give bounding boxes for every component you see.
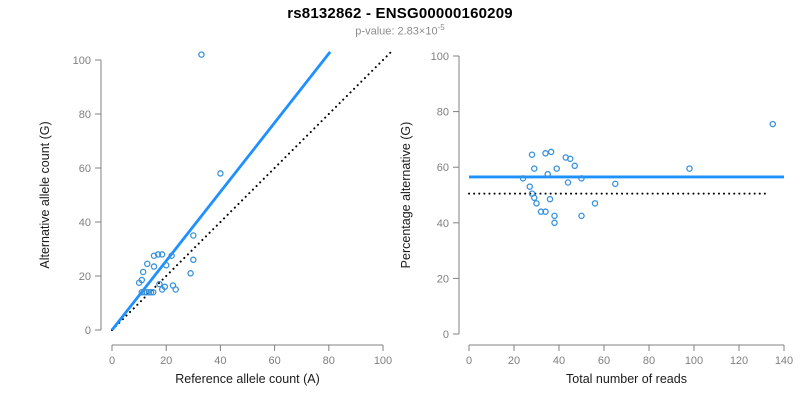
x-tick-label: 80 bbox=[643, 355, 655, 367]
data-point bbox=[571, 162, 579, 170]
x-tick-label: 20 bbox=[160, 355, 172, 367]
y-tick-label: 0 bbox=[443, 329, 449, 341]
data-point bbox=[138, 276, 146, 284]
data-point bbox=[161, 283, 169, 291]
y-tick-label: 100 bbox=[431, 51, 449, 63]
y-axis-title: Alternative allele count (G) bbox=[38, 121, 52, 268]
y-tick-label: 100 bbox=[73, 55, 91, 67]
x-axis-title: Reference allele count (A) bbox=[175, 372, 320, 386]
pvalue-exponent: -5 bbox=[437, 23, 445, 32]
x-tick-label: 120 bbox=[730, 355, 748, 367]
data-point bbox=[198, 51, 205, 58]
x-tick-label: 40 bbox=[214, 355, 226, 367]
data-point bbox=[145, 288, 153, 296]
data-point bbox=[526, 183, 534, 190]
y-tick-label: 80 bbox=[437, 107, 449, 119]
data-point bbox=[533, 200, 540, 207]
data-point bbox=[156, 280, 163, 288]
y-tick-label: 80 bbox=[79, 109, 91, 121]
data-point bbox=[147, 288, 155, 296]
data-point bbox=[686, 165, 693, 172]
data-point bbox=[143, 260, 151, 268]
x-tick-label: 60 bbox=[268, 355, 280, 367]
x-tick-label: 140 bbox=[775, 355, 793, 367]
pvalue-text: p-value: 2.83×10 bbox=[355, 25, 438, 38]
percentage-scatter: 0 20 40 60 80 100 0 20 40 60 80 100 120 140 Total numb… bbox=[399, 51, 793, 386]
data-point bbox=[150, 263, 158, 270]
x-tick-label: 40 bbox=[553, 355, 565, 367]
regression-line bbox=[110, 51, 332, 331]
x-tick-label: 0 bbox=[466, 355, 472, 367]
identity-line bbox=[111, 50, 393, 331]
data-point bbox=[567, 155, 574, 163]
data-point bbox=[154, 251, 162, 258]
y-tick-label: 60 bbox=[79, 163, 91, 175]
data-point bbox=[139, 268, 147, 276]
data-point bbox=[528, 151, 536, 158]
x-tick-label: 0 bbox=[109, 355, 115, 367]
data-point bbox=[553, 165, 561, 172]
figure-subtitle: p-value: 2.83×10-5 bbox=[0, 23, 800, 38]
data-point bbox=[578, 175, 585, 182]
data-point bbox=[542, 150, 549, 157]
data-point bbox=[143, 288, 150, 296]
data-point bbox=[578, 212, 585, 220]
allele-count-scatter: 0 20 40 60 80 100 0 20 40 60 80 100 Reference allele… bbox=[38, 50, 393, 386]
data-point bbox=[217, 170, 224, 177]
x-tick-label: 100 bbox=[685, 355, 703, 367]
y-tick-label: 20 bbox=[437, 273, 449, 285]
data-point bbox=[190, 232, 197, 239]
data-point bbox=[158, 251, 166, 258]
x-axis-title: Total number of reads bbox=[566, 372, 687, 386]
data-point bbox=[519, 175, 527, 182]
y-axis-title: Percentage alternative (G) bbox=[399, 122, 413, 269]
data-point bbox=[547, 148, 555, 156]
data-point bbox=[544, 170, 552, 178]
data-point bbox=[551, 219, 558, 227]
data-point bbox=[531, 165, 538, 172]
y-tick-label: 40 bbox=[437, 218, 449, 230]
data-point bbox=[612, 180, 619, 188]
data-point bbox=[150, 252, 158, 259]
data-point bbox=[564, 179, 572, 186]
data-point bbox=[542, 208, 549, 215]
x-tick-label: 80 bbox=[323, 355, 335, 367]
x-tick-label: 60 bbox=[598, 355, 610, 367]
figure-title: rs8132862 - ENSG00000160209 bbox=[287, 5, 513, 22]
y-tick-label: 40 bbox=[79, 217, 91, 229]
y-tick-label: 0 bbox=[85, 325, 91, 337]
y-tick-label: 60 bbox=[437, 162, 449, 174]
x-tick-label: 20 bbox=[508, 355, 520, 367]
data-point bbox=[187, 270, 194, 277]
data-point bbox=[769, 120, 777, 128]
data-point bbox=[531, 194, 538, 202]
data-point bbox=[546, 195, 554, 203]
data-point bbox=[162, 261, 170, 269]
data-point bbox=[190, 256, 197, 264]
x-tick-label: 100 bbox=[374, 355, 392, 367]
data-point bbox=[172, 286, 179, 293]
data-point bbox=[591, 200, 599, 207]
data-point bbox=[551, 212, 558, 220]
data-point bbox=[149, 288, 157, 296]
y-tick-label: 20 bbox=[79, 271, 91, 283]
data-point bbox=[537, 208, 545, 215]
data-point bbox=[141, 288, 148, 296]
data-point bbox=[168, 252, 175, 259]
